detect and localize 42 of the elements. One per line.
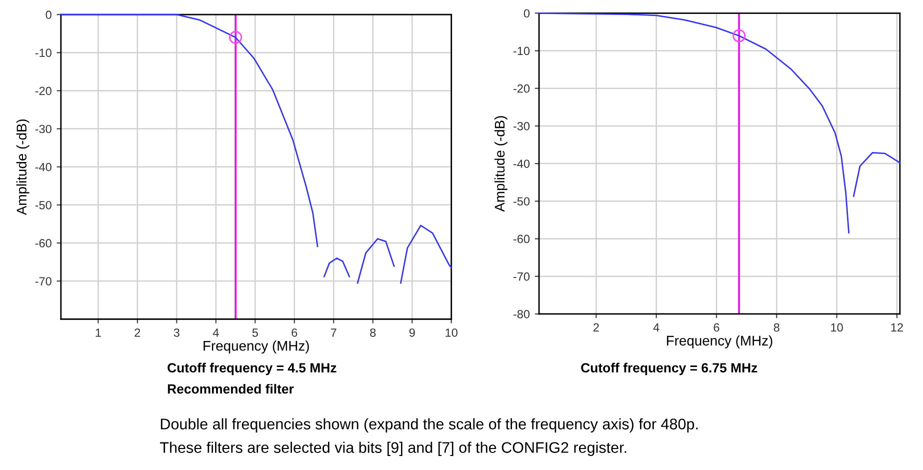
x-tick-label: 10	[446, 328, 458, 337]
y-tick-label: -10	[35, 48, 52, 58]
x-tick-label: 7	[330, 328, 336, 337]
y-tick-label: -40	[35, 162, 52, 172]
y-tick-label: -10	[513, 46, 530, 56]
x-tick-label: 3	[174, 328, 180, 337]
x-tick-label: 4	[212, 328, 219, 337]
y-tick-label: -50	[35, 200, 52, 210]
y-tick-label: -50	[513, 197, 530, 206]
y-tick-label: -30	[513, 122, 530, 130]
y-tick-label: -20	[35, 86, 52, 96]
text: These filters are selected via bits [9] and [7] of the CONFIG2 register.	[160, 442, 626, 456]
y-tick-label: -60	[513, 234, 530, 244]
text: Cutoff frequency = 6.75 MHz	[581, 362, 758, 376]
y-axis-title: Amplitude (-dB)	[16, 119, 30, 216]
text: Cutoff frequency = 4.5 MHz	[168, 362, 336, 376]
y-tick-label: -20	[513, 84, 530, 93]
x-axis-title: Frequency (MHz)	[204, 340, 309, 354]
y-tick-label: -70	[513, 272, 530, 281]
text: Double all frequencies shown (expand the scale of the frequency axis) for 480p.	[160, 418, 698, 432]
x-tick-label: 2	[593, 323, 599, 332]
x-tick-label: 8	[370, 328, 376, 337]
y-tick-label: -30	[35, 124, 52, 134]
y-tick-label: 0	[524, 9, 530, 18]
y-tick-label: 0	[46, 10, 52, 19]
x-tick-label: 8	[774, 323, 780, 332]
x-tick-label: 4	[653, 323, 660, 332]
y-tick-label: -70	[35, 277, 52, 286]
y-tick-label: -60	[35, 239, 52, 248]
y-axis-title: Amplitude (-dB)	[494, 116, 508, 212]
x-tick-label: 5	[252, 328, 258, 337]
y-tick-label: -80	[513, 310, 530, 318]
text: Recommended filter	[168, 384, 294, 394]
x-tick-label: 6	[714, 323, 720, 332]
x-tick-label: 10	[831, 323, 843, 332]
y-tick-label: -40	[513, 160, 530, 168]
x-tick-label: 9	[409, 328, 415, 337]
x-tick-label: 6	[292, 328, 298, 337]
x-tick-label: 1	[96, 328, 101, 337]
x-tick-label: 12	[891, 323, 903, 332]
x-tick-label: 2	[134, 328, 140, 337]
x-axis-title: Frequency (MHz)	[666, 335, 772, 348]
